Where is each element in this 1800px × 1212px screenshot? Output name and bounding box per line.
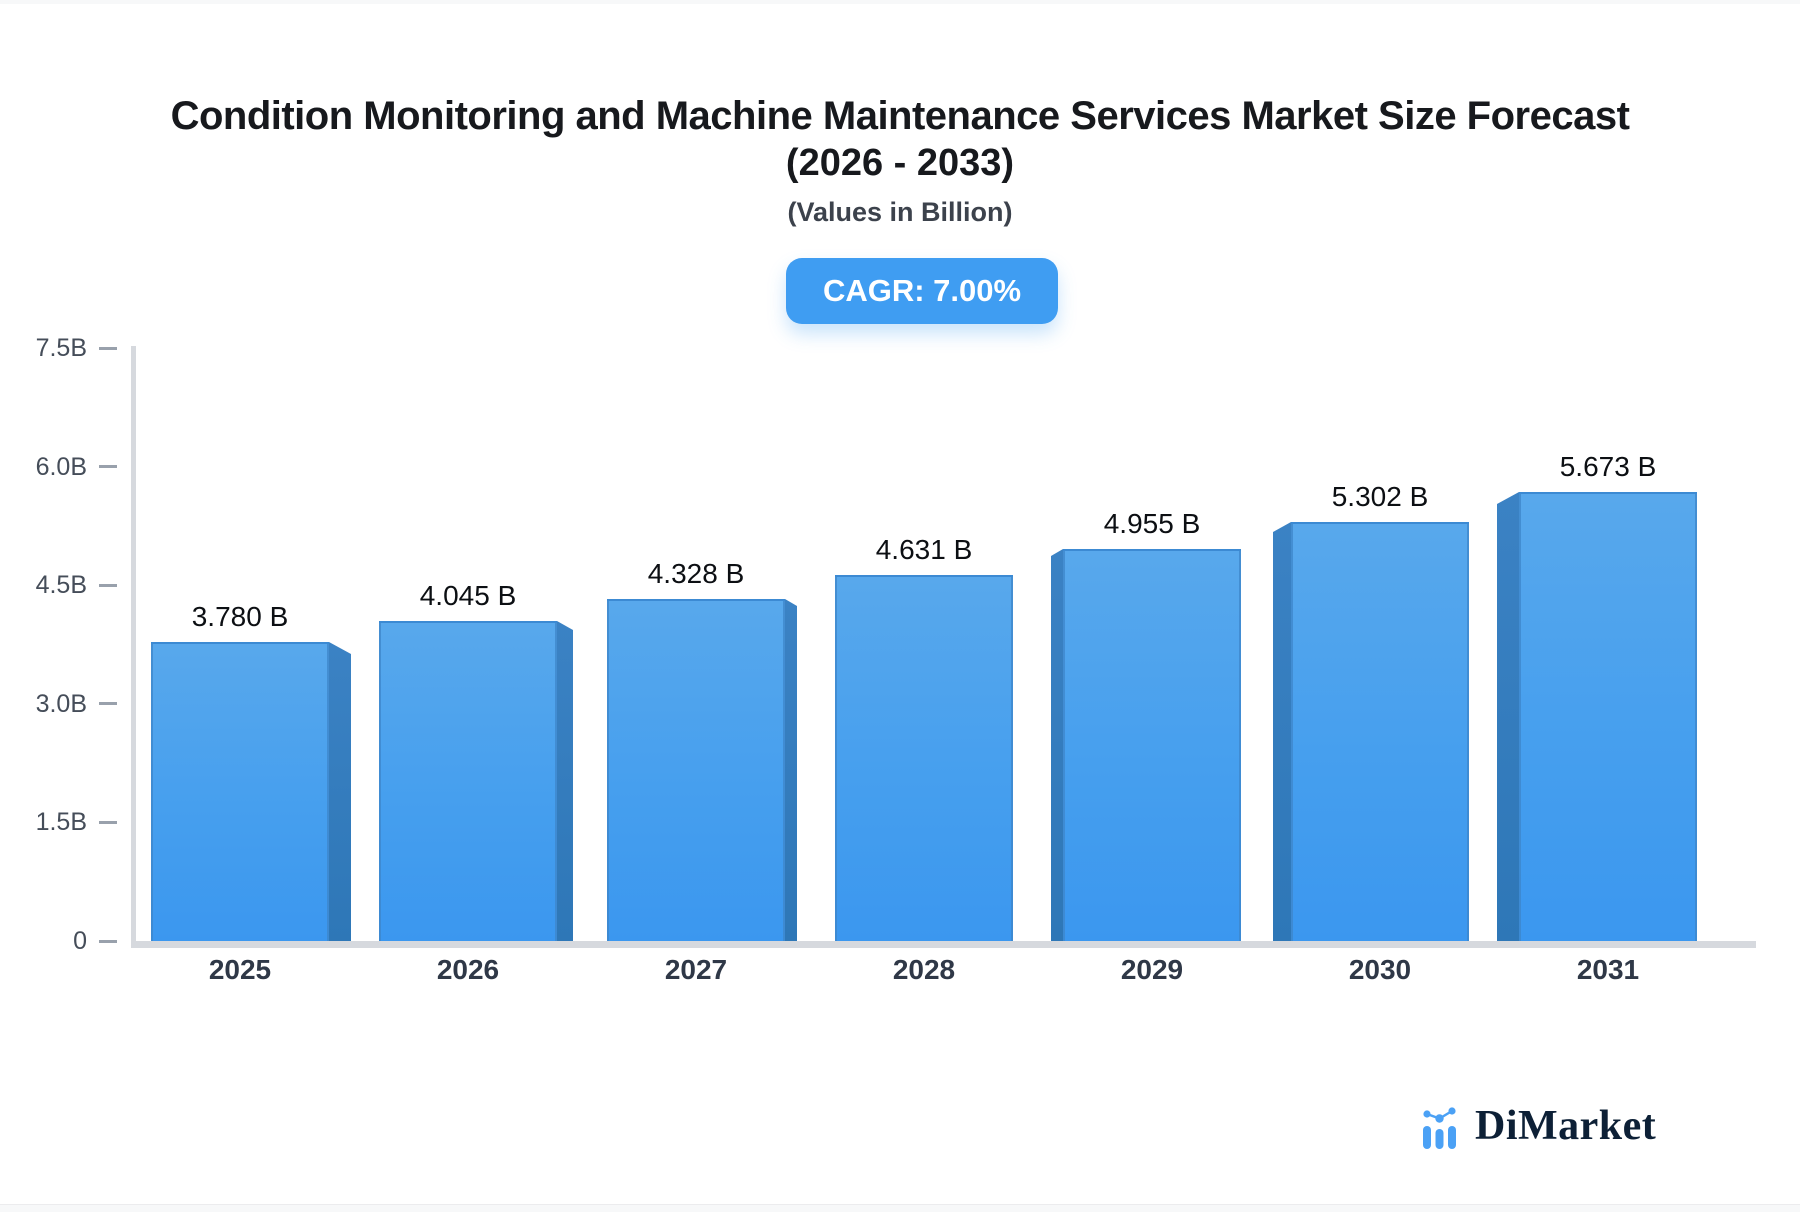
bar-2027[interactable] (607, 599, 785, 941)
dimarket-logo-text: DiMarket (1475, 1103, 1657, 1149)
x-tick-label: 2026 (436, 954, 500, 985)
bar-3d-side (557, 621, 573, 941)
bar-3d-side (1051, 549, 1063, 941)
bar-value-label: 5.302 B (1331, 481, 1429, 512)
y-tick-label: 1.5B (35, 808, 87, 837)
y-tick-label: 4.5B (35, 571, 87, 600)
chart-subtitle: (Values in Billion) (787, 197, 1013, 227)
y-tick-label: 3.0B (35, 689, 87, 718)
bar-value-label: 3.780 B (191, 601, 289, 632)
y-tick-dash (99, 346, 117, 350)
bar-value-label: 4.955 B (1103, 508, 1201, 539)
bottom-edge-strip (0, 1204, 1800, 1212)
chart-title-years: (2026 - 2033) (785, 142, 1015, 184)
x-tick-label: 2031 (1576, 954, 1640, 985)
bar-3d-side (785, 599, 797, 941)
cagr-badge: CAGR: 7.00% (786, 258, 1058, 324)
y-tick-dash (99, 465, 117, 469)
x-tick-label: 2027 (664, 954, 728, 985)
x-tick-label: 2030 (1348, 954, 1412, 985)
bar-3d-side (1273, 522, 1291, 941)
bar-2026[interactable] (379, 621, 557, 941)
bar-value-label: 4.328 B (647, 558, 745, 589)
bar-3d-side (329, 642, 351, 941)
x-tick-label: 2029 (1120, 954, 1184, 985)
y-axis-line (131, 346, 136, 948)
top-edge-strip (0, 0, 1800, 4)
x-tick-label: 2028 (892, 954, 956, 985)
chart-title: Condition Monitoring and Machine Mainten… (170, 94, 1630, 138)
dimarket-logo: DiMarket (1421, 1096, 1656, 1150)
bar-2030[interactable] (1291, 522, 1469, 941)
y-tick-label: 6.0B (35, 452, 87, 481)
bar-value-label: 4.045 B (419, 580, 517, 611)
bar-2031[interactable] (1519, 492, 1697, 941)
bar-3d-side (1497, 492, 1519, 941)
bar-2025[interactable] (151, 642, 329, 941)
x-tick-label: 2025 (208, 954, 272, 985)
bar-2028[interactable] (835, 575, 1013, 941)
x-axis-line (131, 941, 1756, 948)
y-tick-label: 7.5B (35, 334, 87, 362)
y-tick-dash (99, 702, 117, 706)
bar-value-label: 4.631 B (875, 534, 973, 565)
y-tick-label: 0 (73, 927, 87, 955)
y-tick-dash (99, 939, 117, 943)
y-tick-dash (99, 583, 117, 587)
y-tick-dash (99, 820, 117, 824)
bar-2029[interactable] (1063, 549, 1241, 941)
bar-value-label: 5.673 B (1559, 451, 1657, 482)
mini-bar-line-chart-icon (1423, 1107, 1456, 1149)
